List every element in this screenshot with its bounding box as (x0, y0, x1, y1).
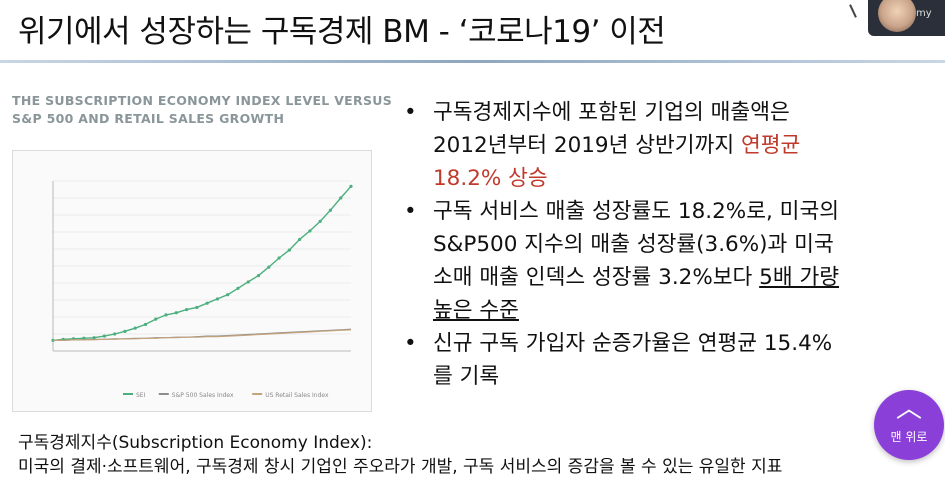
legend-label: S&P 500 Sales Index (172, 392, 234, 399)
bullet-text: 구독 서비스 매출 성장률도 18.2%로, 미국의 (433, 199, 840, 224)
data-point (328, 208, 333, 212)
data-point (205, 301, 209, 305)
chart-frame: SEI S&P 500 Sales Index US Retail Sales In… (12, 150, 372, 412)
webcam-thumbnail[interactable]: my (868, 0, 945, 36)
underlined-text: 높은 수준 (433, 298, 519, 323)
bullet-item: • 구독 서비스 매출 성장률도 18.2%로, 미국의 S&P500 지수의 … (400, 195, 940, 327)
data-point (174, 311, 178, 315)
data-point (82, 336, 86, 340)
legend-label: US Retail Sales Index (265, 392, 329, 399)
data-point (215, 297, 220, 301)
data-point (184, 307, 189, 312)
data-point (298, 237, 302, 242)
bullet-list: • 구독경제지수에 포함된 기업의 매출액은 2012년부터 2019년 상반기… (400, 96, 940, 393)
legend-label: SEI (136, 392, 146, 399)
camera-cable (849, 4, 857, 18)
data-point (92, 336, 96, 340)
bullet-text: 2012년부터 2019년 상반기까지 (433, 133, 741, 158)
line-chart: SEI S&P 500 Sales Index US Retail Sales In… (51, 180, 353, 399)
slide-title: 위기에서 성장하는 구독경제 BM - ‘코로나19’ 이전 (18, 14, 666, 50)
bullet-item: • 신규 구독 가입자 순증가율은 연평균 15.4% 를 기록 (400, 327, 940, 393)
bullet-text: 신규 구독 가입자 순증가율은 연평균 15.4% (433, 331, 833, 356)
data-point (318, 219, 322, 223)
series-line (53, 328, 352, 341)
bullet-dot: • (404, 199, 417, 224)
footer-definition-text: 미국의 결제·소프트웨어, 구독경제 창시 기업인 주오라가 개발, 구독 서비… (18, 457, 783, 477)
data-point (164, 313, 168, 317)
data-point (195, 305, 199, 310)
bullet-text: S&P500 지수의 매출 성장률(3.6%)과 미국 (433, 232, 834, 257)
chart-title-line: THE SUBSCRIPTION ECONOMY INDEX LEVEL VER… (12, 93, 393, 108)
data-point (123, 329, 127, 333)
data-point (102, 334, 106, 338)
data-point (256, 273, 261, 278)
series-line (53, 329, 352, 341)
data-point (226, 293, 230, 297)
footer-definition-title: 구독경제지수(Subscription Economy Index): (18, 433, 373, 453)
scroll-top-label: 맨 위로 (890, 430, 928, 444)
data-point (339, 196, 343, 200)
data-point (154, 317, 158, 321)
scroll-top-button[interactable]: ︿ 맨 위로 (874, 390, 944, 460)
data-point (287, 248, 291, 252)
highlight-text: 연평균 (740, 133, 801, 158)
bullet-text: 를 기록 (433, 364, 500, 389)
data-point (267, 265, 271, 269)
bullet-dot: • (404, 100, 417, 125)
title-divider (0, 60, 945, 63)
data-point (113, 332, 117, 336)
bullet-text: 구독경제지수에 포함된 기업의 매출액은 (433, 100, 790, 125)
chevron-up-icon: ︿ (895, 394, 922, 424)
avatar (878, 0, 916, 32)
data-point (349, 184, 353, 188)
data-point (143, 322, 148, 327)
series-line (52, 185, 352, 342)
data-point (133, 326, 137, 330)
bullet-dot: • (404, 331, 417, 356)
chart-title-line: S&P 500 AND RETAIL SALES GROWTH (12, 111, 285, 126)
data-point (246, 280, 250, 284)
webcam-name: my (916, 8, 932, 19)
underlined-text: 5배 가량 (759, 265, 840, 290)
bullet-text: 소매 매출 인덱스 성장률 3.2%보다 (433, 265, 760, 290)
bullet-item: • 구독경제지수에 포함된 기업의 매출액은 2012년부터 2019년 상반기… (400, 96, 940, 195)
highlight-text: 18.2% 상승 (433, 166, 548, 191)
data-point (236, 286, 240, 290)
data-point (277, 256, 281, 260)
data-point (308, 229, 312, 233)
chart-title: THE SUBSCRIPTION ECONOMY INDEX LEVEL VER… (12, 92, 392, 128)
